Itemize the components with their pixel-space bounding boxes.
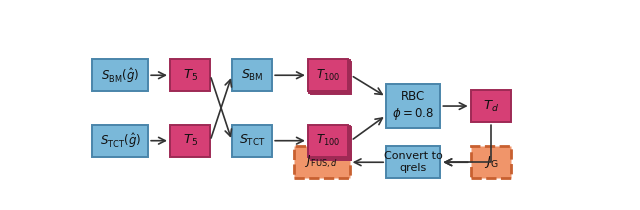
Text: $J_{\mathrm{FUS},d}$: $J_{\mathrm{FUS},d}$: [305, 154, 338, 170]
Bar: [92, 125, 148, 157]
Text: $S_{\mathrm{TCT}}$: $S_{\mathrm{TCT}}$: [239, 133, 266, 148]
Text: $T_5$: $T_5$: [182, 68, 198, 83]
Bar: [309, 126, 349, 158]
Text: $S_{\mathrm{BM}}$: $S_{\mathrm{BM}}$: [241, 68, 264, 83]
Bar: [386, 146, 440, 178]
Text: $S_{\mathrm{TCT}}(\hat{g})$: $S_{\mathrm{TCT}}(\hat{g})$: [100, 131, 141, 150]
Text: $T_{100}$: $T_{100}$: [316, 68, 340, 83]
Text: RBC
$\phi = 0.8$: RBC $\phi = 0.8$: [392, 91, 434, 122]
Bar: [309, 60, 349, 93]
Bar: [294, 146, 349, 178]
Text: $J_{\mathrm{G}}$: $J_{\mathrm{G}}$: [484, 154, 498, 170]
Bar: [310, 127, 351, 160]
Bar: [232, 59, 272, 91]
Text: $T_5$: $T_5$: [182, 133, 198, 148]
Bar: [308, 59, 348, 91]
Text: $T_{100}$: $T_{100}$: [316, 133, 340, 148]
Bar: [308, 125, 348, 157]
Text: Convert to
qrels: Convert to qrels: [384, 151, 443, 173]
Bar: [92, 59, 148, 91]
Bar: [386, 84, 440, 128]
Bar: [470, 90, 511, 122]
Text: $S_{\mathrm{BM}}(\hat{g})$: $S_{\mathrm{BM}}(\hat{g})$: [101, 66, 140, 85]
Bar: [232, 125, 272, 157]
Bar: [470, 146, 511, 178]
Bar: [310, 62, 351, 94]
Text: $T_d$: $T_d$: [483, 98, 499, 114]
Bar: [170, 59, 210, 91]
Bar: [170, 125, 210, 157]
